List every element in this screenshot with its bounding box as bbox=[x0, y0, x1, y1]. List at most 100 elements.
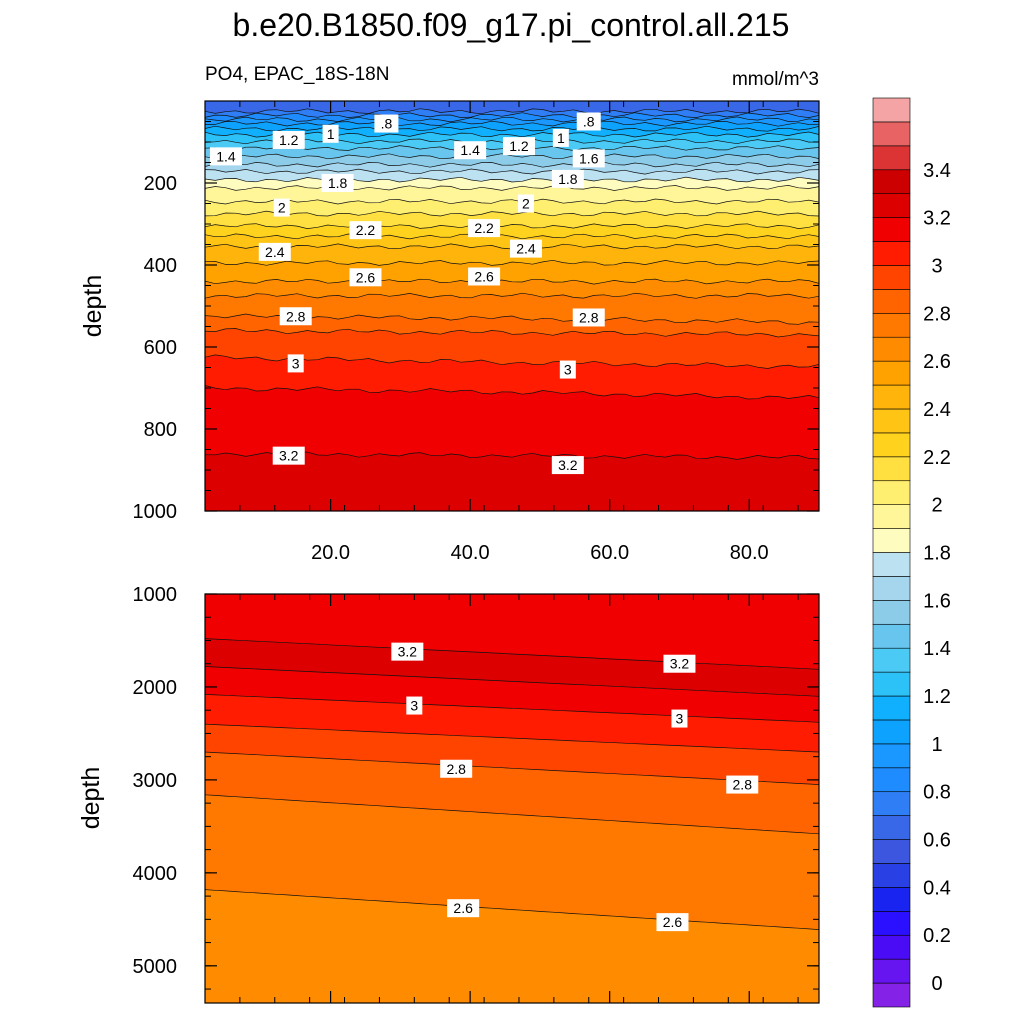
contour-band bbox=[205, 452, 819, 511]
contour-band bbox=[205, 121, 819, 132]
contour-label-text: 2.8 bbox=[579, 309, 599, 325]
colorbar-tick-label: 0.6 bbox=[923, 830, 951, 852]
y-tick-label: 1000 bbox=[133, 501, 178, 523]
colorbar-swatch bbox=[872, 121, 911, 147]
contour-label: 2.2 bbox=[349, 221, 382, 240]
colorbar-tick-label: 2.8 bbox=[923, 303, 951, 325]
colorbar-tick-label: 3.2 bbox=[923, 208, 951, 230]
contour-label: 1 bbox=[322, 124, 339, 143]
contour-label-box bbox=[502, 137, 535, 156]
contour-line bbox=[205, 889, 819, 930]
contour-label-text: 2.6 bbox=[474, 268, 494, 284]
colorbar-swatch bbox=[872, 289, 911, 314]
colorbar-tick-label: 1.6 bbox=[923, 590, 951, 612]
contour-band bbox=[205, 101, 819, 114]
contour-label: 2 bbox=[273, 198, 290, 217]
contour-line bbox=[205, 108, 819, 115]
colorbar-swatch bbox=[872, 408, 911, 434]
contour-label-box bbox=[656, 913, 689, 932]
contour-band bbox=[205, 666, 819, 723]
contour-line bbox=[205, 385, 819, 400]
contour-label-box bbox=[279, 307, 312, 326]
colorbar-swatch bbox=[872, 958, 911, 984]
contour-band bbox=[205, 794, 819, 930]
contour-label-text: .8 bbox=[381, 116, 393, 132]
contour-label: .8 bbox=[374, 114, 399, 133]
colorbar-tick-label: 2.4 bbox=[923, 399, 951, 421]
lower-y-axis-label: depth bbox=[77, 767, 105, 830]
contour-label: 1.6 bbox=[572, 149, 605, 168]
contour-line bbox=[205, 278, 819, 285]
contour-line bbox=[205, 638, 819, 670]
contour-line bbox=[205, 168, 819, 175]
contour-band bbox=[205, 169, 819, 182]
contour-label-text: 2.8 bbox=[446, 761, 466, 777]
contour-label: 2.6 bbox=[349, 268, 382, 287]
colorbar-swatch bbox=[872, 97, 911, 123]
colorbar-swatch bbox=[872, 911, 911, 936]
contour-label-box bbox=[517, 194, 534, 213]
colorbar-swatch bbox=[872, 767, 911, 793]
contour-label-box bbox=[287, 354, 304, 373]
contour-band bbox=[205, 724, 819, 785]
contour-label: 1.8 bbox=[321, 174, 354, 192]
contour-line bbox=[205, 153, 819, 160]
contour-line bbox=[205, 328, 819, 338]
contour-line bbox=[205, 259, 819, 266]
contour-label: 1.2 bbox=[502, 137, 535, 156]
contour-label-text: 2 bbox=[278, 200, 286, 216]
contour-band bbox=[205, 199, 819, 216]
contour-label-box bbox=[321, 174, 354, 192]
contour-label-text: 3 bbox=[564, 362, 572, 378]
colorbar-tick-label: 2.2 bbox=[923, 447, 951, 469]
colorbar-swatch bbox=[872, 791, 911, 816]
contour-label-box bbox=[272, 130, 305, 149]
contour-label: 2.6 bbox=[447, 899, 480, 918]
contour-band bbox=[205, 108, 819, 118]
contour-label: 3 bbox=[406, 696, 423, 715]
contour-line bbox=[205, 185, 819, 191]
contour-label: 1 bbox=[552, 128, 569, 147]
colorbar-tick-label: 2.6 bbox=[923, 351, 951, 373]
contour-label: 3.2 bbox=[272, 446, 305, 465]
contour-label-text: 1 bbox=[327, 126, 335, 142]
contour-label-text: 2.6 bbox=[356, 269, 376, 285]
y-tick-label: 5000 bbox=[133, 956, 178, 978]
contour-band bbox=[205, 354, 819, 399]
contour-line bbox=[205, 112, 819, 118]
contour-line bbox=[205, 233, 819, 240]
colorbar-swatch bbox=[872, 480, 911, 505]
contour-label-text: 3.2 bbox=[670, 656, 690, 672]
colorbar-swatch bbox=[872, 528, 911, 553]
contour-line bbox=[205, 125, 819, 132]
contour-label-box bbox=[468, 219, 501, 238]
colorbar-swatch bbox=[872, 719, 911, 745]
contour-label: .8 bbox=[576, 112, 601, 131]
contour-label-box bbox=[454, 141, 487, 160]
colorbar-swatch bbox=[872, 743, 911, 769]
colorbar-swatch bbox=[872, 504, 911, 529]
contour-line bbox=[205, 131, 819, 138]
contour-label: 2.8 bbox=[572, 308, 605, 327]
contour-band bbox=[205, 177, 819, 191]
contour-label: 3 bbox=[559, 360, 576, 379]
upper-y-axis-label: depth bbox=[79, 275, 107, 338]
colorbar-swatch bbox=[872, 384, 911, 410]
contour-band bbox=[205, 752, 819, 834]
contour-label-box bbox=[559, 360, 576, 379]
contour-label-box bbox=[552, 128, 569, 147]
contour-line bbox=[205, 751, 819, 785]
contour-band bbox=[205, 328, 819, 369]
contour-label-box bbox=[273, 198, 290, 217]
contour-label-text: 2.8 bbox=[733, 777, 753, 793]
colorbar-tick-label: 1 bbox=[931, 734, 942, 756]
lower-plot-frame bbox=[204, 593, 820, 1004]
contour-label: 2.6 bbox=[656, 913, 689, 932]
colorbar-tick-label: 0.4 bbox=[923, 877, 951, 899]
contour-band bbox=[205, 185, 819, 204]
x-tick-label: 20.0 bbox=[311, 542, 350, 564]
contour-band bbox=[205, 594, 819, 670]
colorbar-swatch bbox=[872, 863, 911, 888]
contour-label-text: .8 bbox=[583, 114, 595, 130]
